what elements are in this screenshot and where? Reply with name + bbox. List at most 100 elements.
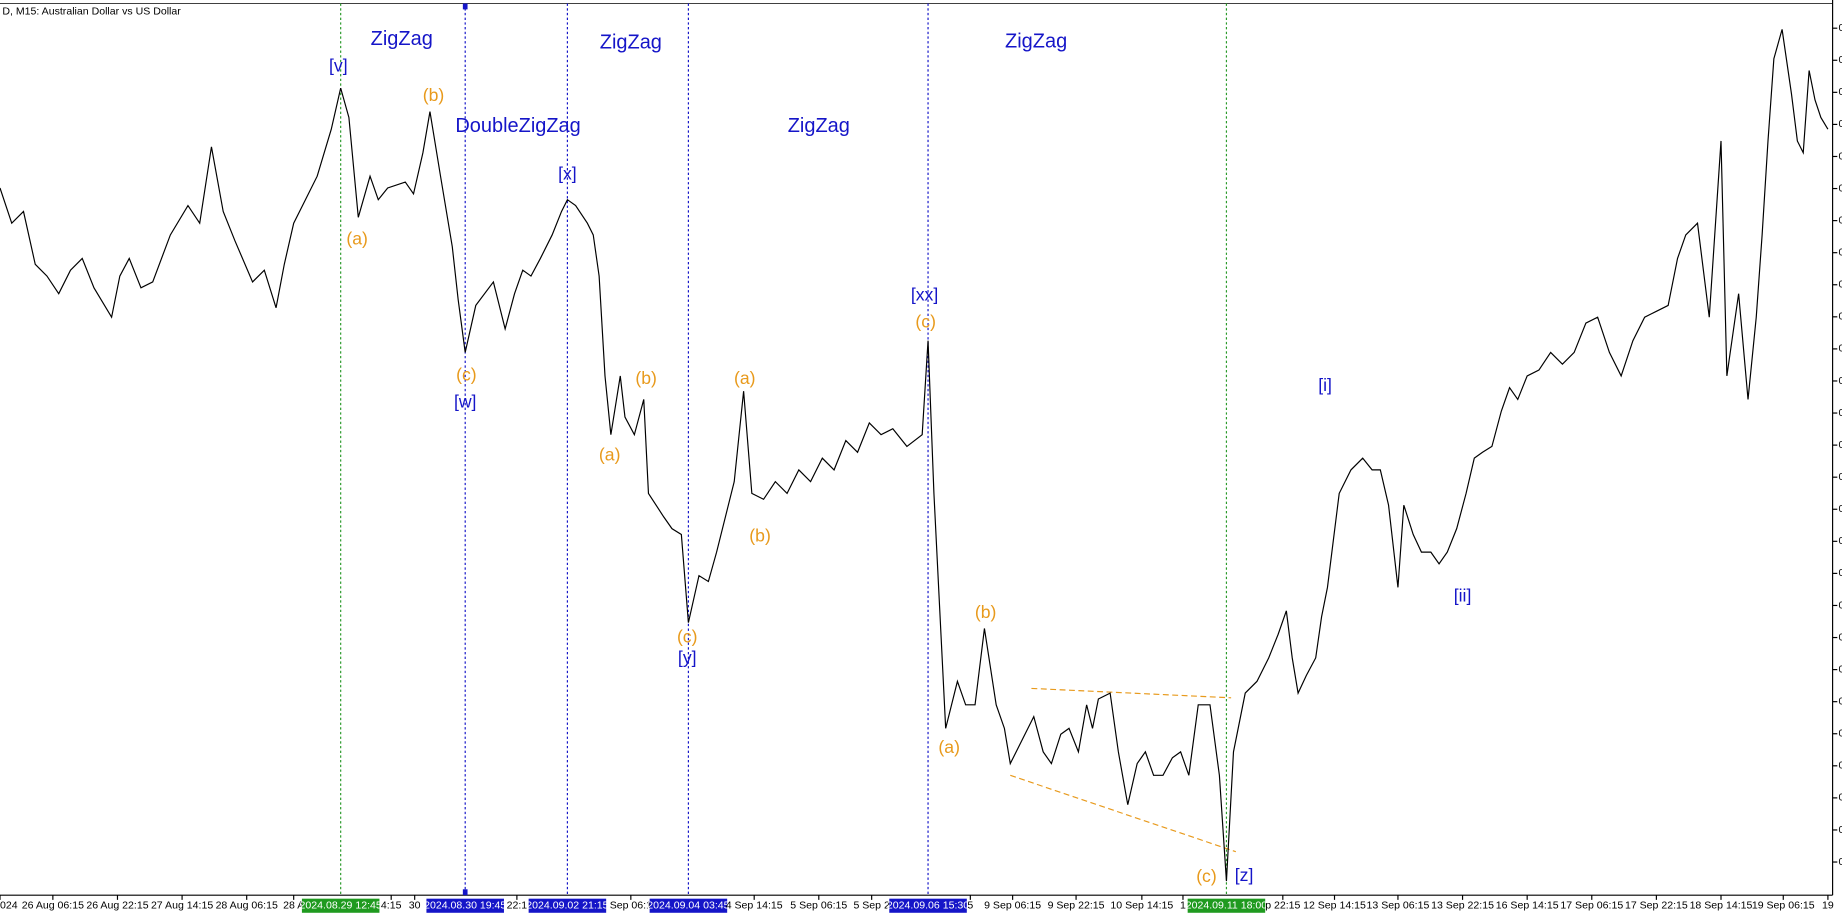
price-label: 0. [1838,182,1842,194]
time-label: 22:1 [507,900,528,912]
price-label: 0. [1838,407,1842,419]
vertical-markers [340,3,1228,896]
price-label: 0. [1838,503,1842,515]
subwave-label: (a) [938,737,960,757]
time-highlight [649,898,728,913]
price-label: 0. [1838,567,1842,579]
price-label: 0. [1838,375,1842,387]
price-label: 0. [1838,695,1842,707]
time-label: 28 Aug 06:15 [216,900,278,912]
price-label: 0. [1838,439,1842,451]
time-label: 13 Sep 22:15 [1431,900,1494,912]
subwave-label: (b) [975,602,997,622]
time-label: 30 [409,900,421,912]
subwave-label: (a) [346,228,368,248]
time-highlight [528,898,607,913]
window-title: D, M15: Australian Dollar vs US Dollar [2,6,181,18]
time-label: 5 Sep 06:15 [790,900,847,912]
price-label: 0. [1838,279,1842,291]
price-label: 0. [1838,343,1842,355]
subwave-label: (c) [915,312,936,332]
dynamic-layer: 0. 0. 0. 0. 0. 0. 0. 0. 0. 0. 0. 0. 0. 0. 0. 0. 0. 0. 0. 0.… [0,22,1842,913]
pattern-label: ZigZag [600,32,662,54]
price-label: 0. [1838,856,1842,868]
subwave-label: (c) [456,365,477,385]
subwave-label: (c) [677,627,698,647]
time-label: 5 Sep 2 [853,900,890,912]
time-label: 9 Sep 06:15 [984,900,1041,912]
time-highlight [301,898,380,913]
time-label: p 22:15 [1265,900,1300,912]
time-label: 19 Sep 06:15 [1752,900,1815,912]
wave-label: [x] [558,164,577,184]
price-line [0,29,1829,882]
price-label: 0. [1838,54,1842,66]
time-highlight [1187,898,1266,913]
time-highlight [426,898,504,913]
time-highlight-label: 2024.08.30 19:45 [424,900,506,912]
time-label: 024 [0,900,18,912]
subwave-label: (b) [635,368,657,388]
handle[interactable] [462,3,468,10]
price-label: 0. [1838,631,1842,643]
time-label: 19 [1822,900,1834,912]
price-label: 0. [1838,311,1842,323]
price-label: 0. [1838,22,1842,34]
time-highlight-label: 2024.08.29 12:45 [300,900,382,912]
price-label: 0. [1838,760,1842,772]
subwave-label: (b) [423,85,445,105]
price-label: 0. [1838,599,1842,611]
time-label: 9 Sep 22:15 [1048,900,1105,912]
time-label: 17 Sep 22:15 [1625,900,1688,912]
wave-label: [z] [1235,865,1254,885]
time-highlight-label: 2024.09.04 03:45 [647,900,729,912]
time-label: 18 Sep 14:15 [1690,900,1753,912]
pattern-label: ZigZag [788,115,850,137]
time-label: Sep 06:1 [610,900,652,912]
price-label: 0. [1838,150,1842,162]
wave-label: [i] [1318,375,1332,395]
subwave-label: (c) [1196,866,1217,886]
price-label: 0. [1838,86,1842,98]
time-label: 27 Aug 14:15 [151,900,213,912]
subwave-label: (a) [734,368,756,388]
time-label: 5 [967,900,973,912]
wave-label: [xx] [911,285,938,305]
time-label: 1 [1180,900,1186,912]
time-label: 13 Sep 06:15 [1367,900,1430,912]
time-label: 26 Aug 22:15 [86,900,148,912]
time-highlight [889,898,967,913]
time-highlight-label: 2024.09.06 15:30 [887,900,969,912]
subwave-label: (b) [749,526,771,546]
wave-label: [w] [454,392,477,412]
time-label: 4 Sep 14:15 [726,900,783,912]
price-label: 0. [1838,728,1842,740]
price-label: 0. [1838,663,1842,675]
subwave-label: (a) [599,444,621,464]
pattern-label: ZigZag [371,28,433,50]
price-label: 0. [1838,118,1842,130]
handle[interactable] [462,889,468,896]
wave-label: [y] [678,648,697,668]
wave-label: [v] [329,56,348,76]
time-label: 17 Sep 06:15 [1560,900,1623,912]
pattern-label: DoubleZigZag [455,115,580,137]
time-label: 12 Sep 14:15 [1303,900,1366,912]
price-label: 0. [1838,246,1842,258]
trend-line [1031,687,1232,699]
time-label: 28 A [283,900,305,912]
wave-label: [ii] [1454,585,1472,605]
triangle-lines [1010,687,1237,853]
price-label: 0. [1838,535,1842,547]
time-highlight-label: 2024.09.11 18:00 [1186,900,1268,912]
time-label: 16 Sep 14:15 [1496,900,1559,912]
time-label: 26 Aug 06:15 [22,900,84,912]
price-label: 0. [1838,824,1842,836]
price-label: 0. [1838,471,1842,483]
trend-line [1010,774,1237,853]
price-label: 0. [1838,214,1842,226]
pattern-label: ZigZag [1005,31,1067,53]
